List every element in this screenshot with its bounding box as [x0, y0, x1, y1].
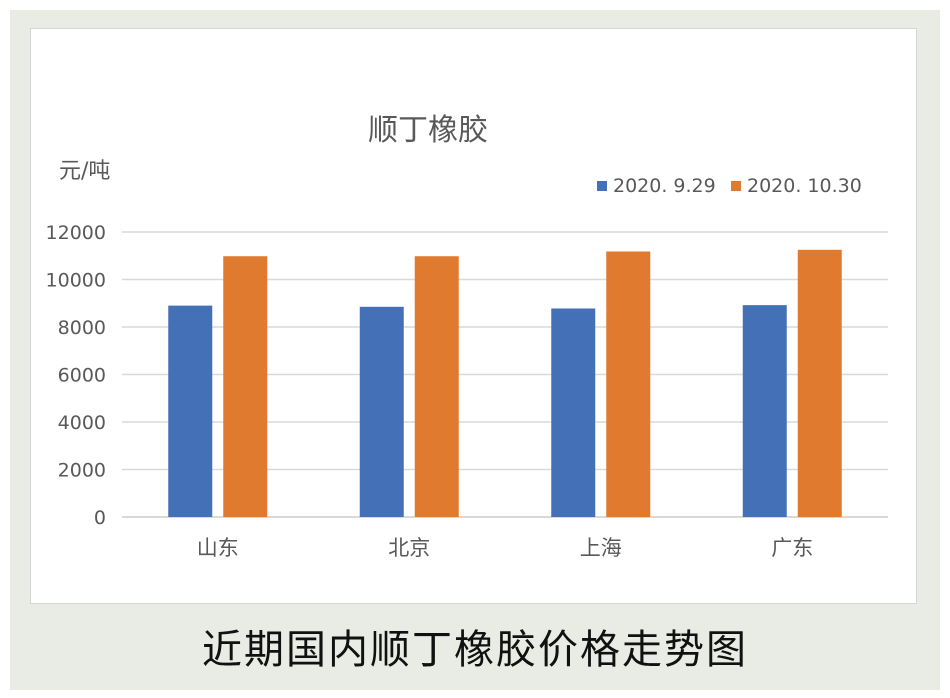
x-tick-label: 山东: [197, 536, 239, 560]
y-axis-ticks: 0 2000 4000 6000 8000 10000 12000: [46, 222, 106, 529]
y-tick-label: 12000: [46, 222, 106, 244]
figure-caption: 近期国内顺丁橡胶价格走势图: [202, 627, 748, 673]
bar-2-山东: [223, 256, 268, 517]
legend: 2020. 9.29 2020. 10.30: [597, 175, 862, 197]
bar-2-上海: [606, 251, 651, 517]
y-tick-label: 10000: [46, 270, 106, 292]
legend-label-series-1: 2020. 9.29: [613, 175, 716, 197]
x-tick-label: 上海: [580, 536, 622, 560]
bar-1-广东: [742, 305, 787, 517]
x-axis-ticks: 山东 北京 上海 广东: [197, 536, 814, 560]
y-axis-unit-label: 元/吨: [59, 159, 110, 184]
bar-2-北京: [414, 256, 459, 517]
legend-swatch-series-1: [597, 181, 607, 191]
y-tick-label: 8000: [58, 317, 106, 339]
x-tick-label: 北京: [388, 536, 430, 560]
y-tick-label: 6000: [58, 365, 106, 387]
bar-1-上海: [551, 308, 596, 517]
bars: [168, 249, 842, 517]
y-tick-label: 0: [94, 507, 106, 529]
y-tick-label: 2000: [58, 460, 106, 482]
y-tick-label: 4000: [58, 412, 106, 434]
bar-1-山东: [168, 305, 213, 517]
legend-swatch-series-2: [731, 181, 741, 191]
bar-1-北京: [359, 306, 404, 517]
chart-title: 顺丁橡胶: [368, 113, 488, 148]
legend-label-series-2: 2020. 10.30: [747, 175, 862, 197]
bar-2-广东: [797, 249, 842, 517]
x-tick-label: 广东: [771, 536, 813, 560]
